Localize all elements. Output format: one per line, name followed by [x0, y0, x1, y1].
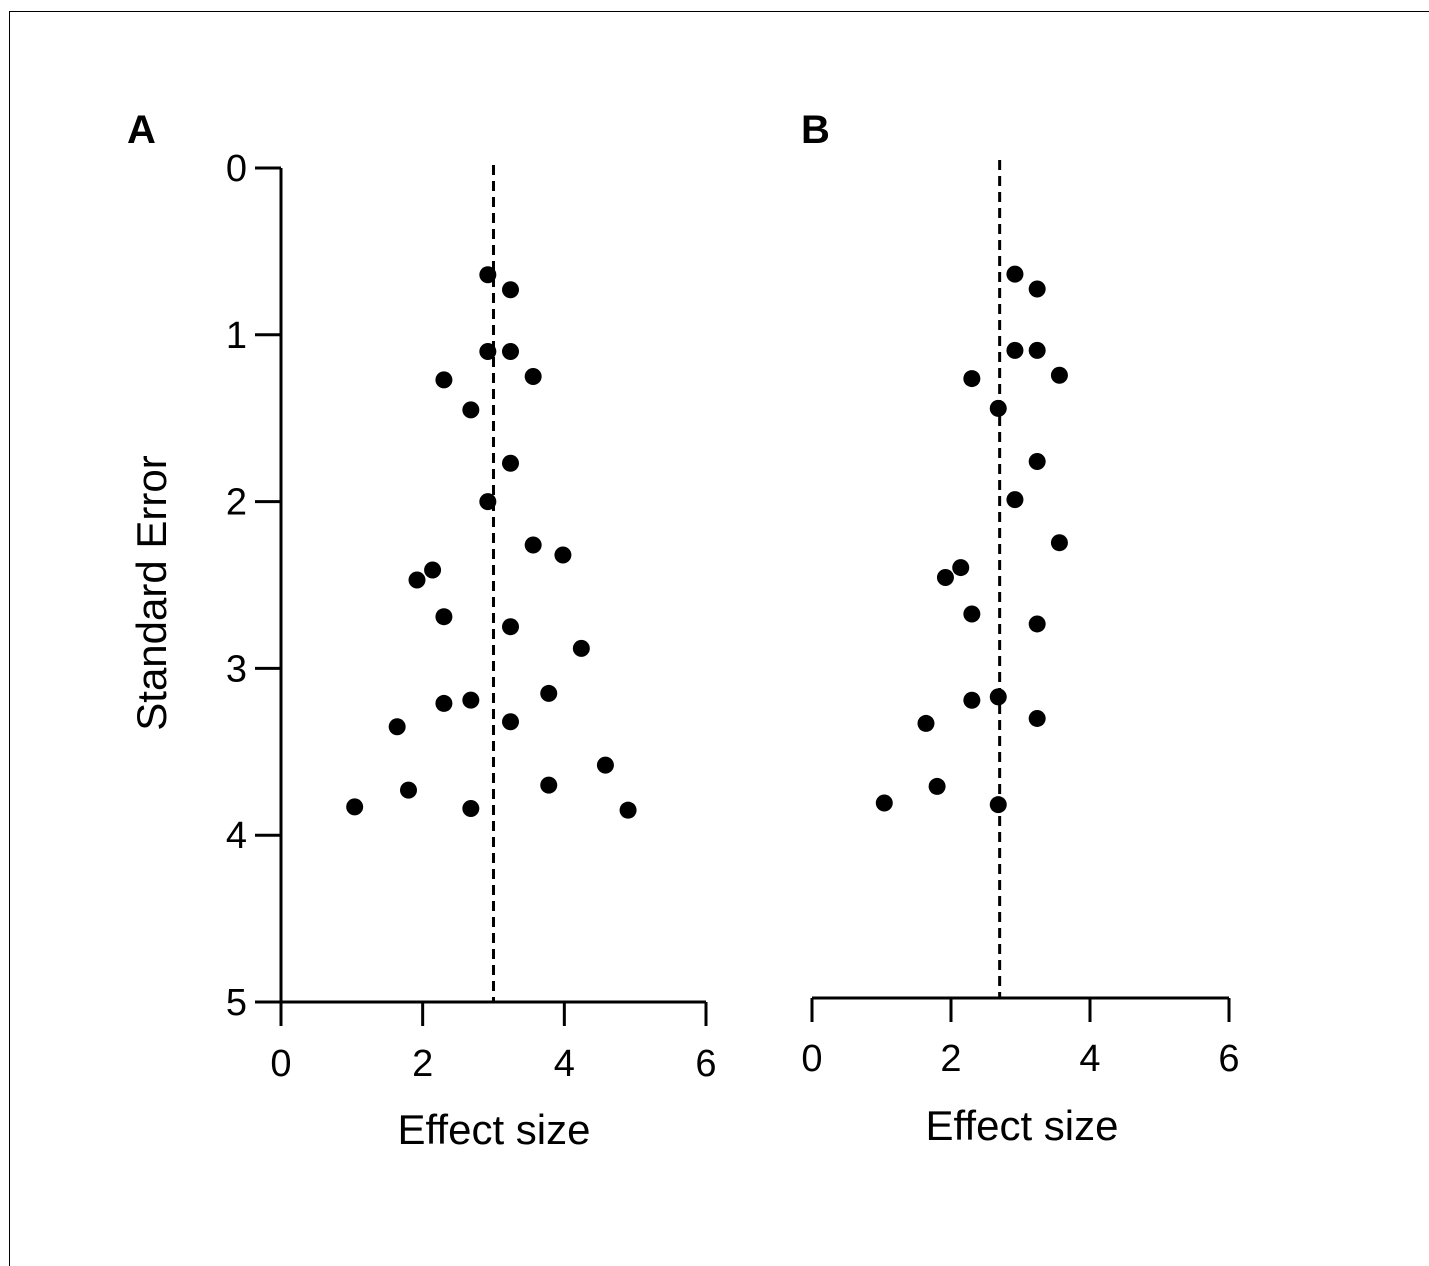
panel-b-data-point — [1028, 709, 1046, 727]
panel-a-data-point — [619, 801, 637, 819]
panel-a-data-point — [502, 281, 519, 299]
panel-b-data-point — [963, 370, 981, 388]
panel-a-y-tick-label: 3 — [226, 648, 247, 690]
panel-b-data-point — [1028, 280, 1046, 298]
panel-a-data-point — [524, 368, 542, 385]
panel-b-data-point — [875, 794, 893, 812]
panel-a-data-point — [572, 639, 590, 657]
panel-b-x-tick-label: 4 — [1079, 1038, 1100, 1080]
panel-b-data-point — [917, 714, 935, 732]
panel-a-data-point — [540, 776, 558, 794]
panel-a-data-point — [462, 401, 480, 419]
panel-a-data-point — [435, 371, 453, 389]
panel-a-data-point — [462, 691, 480, 709]
panel-b-x-axis-title: Effect size — [926, 1102, 1119, 1149]
panel-b-x-tick-label: 0 — [801, 1038, 822, 1080]
panel-a-data-point — [462, 800, 480, 818]
panel-a-y-tick-label: 2 — [226, 482, 247, 524]
panel-a-data-point — [502, 342, 519, 360]
panel-a-x-tick-label: 4 — [554, 1043, 575, 1085]
panel-b-data-point — [963, 691, 981, 709]
panel-b-data-point — [1028, 615, 1046, 633]
y-axis-title: Standard Error — [128, 455, 175, 730]
panel-a-data-point — [502, 454, 519, 472]
panel-a-data-point — [424, 561, 442, 579]
panel-a-data-point — [479, 342, 497, 360]
panel-a-x-tick-label: 6 — [695, 1043, 716, 1085]
panel-b-data-point — [989, 796, 1007, 814]
panel-b-x-tick-label: 2 — [940, 1038, 961, 1080]
panel-b-x-tick-label: 6 — [1218, 1038, 1239, 1080]
panel-b-data-point — [928, 777, 946, 795]
panel-a-data-point — [596, 756, 614, 774]
panel-b-data-point — [989, 688, 1007, 706]
panel-a-x-tick-label: 2 — [412, 1043, 433, 1085]
panel-a-data-point — [408, 571, 426, 589]
panel-a-data-point — [435, 608, 453, 626]
panel-b-data-point — [1028, 452, 1046, 470]
panel-b-data-point — [1050, 366, 1068, 384]
panel-b-data-point — [1050, 534, 1068, 552]
panel-b-data-point — [1006, 491, 1024, 509]
panel-b-data-point — [952, 559, 970, 577]
panel-a-data-point — [435, 694, 453, 712]
panel-a-x-axis-title: Effect size — [398, 1106, 591, 1153]
panel-a-data-point — [479, 266, 497, 284]
panel-a-data-point — [502, 713, 519, 731]
panel-a-y-tick-label: 4 — [226, 815, 247, 857]
panel-a-y-tick-label: 1 — [226, 315, 247, 357]
panel-b-data-point — [963, 605, 981, 623]
panel-b-data-point — [989, 399, 1007, 417]
panel-a-data-point — [400, 781, 417, 799]
panel-b-data-point — [1006, 341, 1024, 359]
panel-a-data-point — [524, 536, 542, 554]
panel-a-y-tick-label: 5 — [226, 982, 247, 1024]
panel-a-data-point — [502, 618, 519, 636]
panel-a-y-tick-label: 0 — [226, 148, 247, 190]
panel-b-data-point — [936, 569, 954, 587]
panel-a-data-point — [388, 718, 406, 736]
panel-a-x-tick-label: 0 — [270, 1043, 291, 1085]
panel-b-data-point — [1028, 341, 1046, 359]
panel-a-label: A — [127, 108, 156, 152]
panel-a-data-point — [479, 493, 497, 511]
panel-b-data-point — [1006, 265, 1024, 283]
panel-b-label: B — [801, 108, 830, 152]
figure-frame — [9, 11, 1429, 1266]
panel-a-data-point — [346, 798, 364, 816]
panel-a-data-point — [554, 546, 572, 564]
panel-a-data-point — [540, 684, 558, 702]
